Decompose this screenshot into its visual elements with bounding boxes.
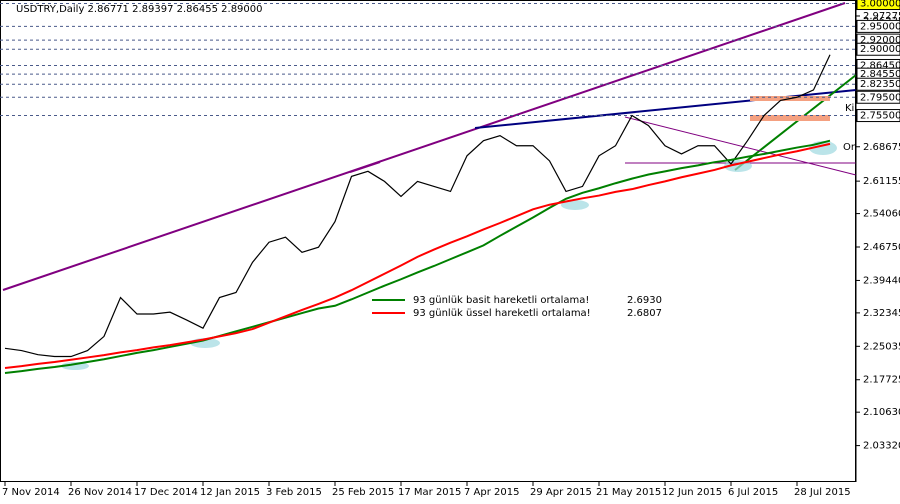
highlight [61, 362, 89, 370]
x-tick-label: 28 Jul 2015 [794, 487, 851, 498]
annotation: Or [843, 142, 856, 153]
y-tick-label: 2.61155 [863, 176, 900, 187]
y-tick-label: 2.97275 [863, 11, 900, 22]
x-tick-label: 26 Nov 2014 [68, 487, 132, 498]
level-label: 2.75500 [860, 111, 900, 122]
y-tick-label: 2.25035 [863, 341, 900, 352]
zone [750, 115, 830, 121]
trend-line [624, 116, 857, 176]
x-tick-label: 7 Apr 2015 [464, 487, 519, 498]
annotation: Ki [845, 103, 854, 114]
x-tick-label: 21 May 2015 [596, 487, 661, 498]
x-tick-label: 17 Dec 2014 [134, 487, 198, 498]
level-box [856, 77, 900, 91]
x-tick-label: 29 Apr 2015 [530, 487, 592, 498]
x-tick-label: 25 Feb 2015 [332, 487, 394, 498]
chart-title: USDTRY,Daily 2.86771 2.89397 2.86455 2.8… [16, 4, 263, 15]
channel-line [2, 2, 846, 291]
y-tick-label: 2.03320 [863, 441, 900, 452]
level-box [856, 90, 900, 104]
y-tick-label: 2.17725 [863, 375, 900, 386]
series-line [4, 139, 831, 374]
legend-value: 2.6930 [627, 295, 662, 306]
y-tick-label: 2.10630 [863, 407, 900, 418]
y-tick-label: 2.32345 [863, 308, 900, 319]
y-tick-label: 2.68675 [863, 142, 900, 153]
x-tick-label: 7 Nov 2014 [2, 487, 60, 498]
legend-label: 93 günlük üssel hareketli ortalama! [413, 308, 591, 319]
level-box [856, 19, 900, 33]
level-label: 2.90000 [860, 44, 900, 55]
level-label: 3.00000 [860, 0, 900, 10]
y-tick-label: 2.54060 [863, 209, 900, 220]
y-tick-label: 2.39440 [863, 275, 900, 286]
x-tick-label: 12 Jun 2015 [662, 487, 722, 498]
level-label: 2.82350 [860, 79, 900, 90]
level-box [856, 109, 900, 123]
x-tick-label: 6 Jul 2015 [728, 487, 778, 498]
legend-label: 93 günlük basit hareketli ortalama! [413, 295, 589, 306]
level-label: 2.95000 [860, 21, 900, 32]
level-box [856, 42, 900, 56]
level-label: 2.84550 [860, 69, 900, 80]
plot-frame [0, 0, 856, 482]
trend-line [734, 74, 857, 171]
legend-value: 2.6807 [627, 308, 662, 319]
level-label: 2.92000 [860, 35, 900, 46]
y-tick-label: 2.46750 [863, 242, 900, 253]
series-line [4, 142, 831, 369]
x-tick-label: 3 Feb 2015 [266, 487, 322, 498]
x-tick-label: 17 Mar 2015 [398, 487, 461, 498]
channel-line [349, 161, 381, 173]
x-tick-label: 12 Jan 2015 [200, 487, 260, 498]
level-label: 2.86450 [860, 60, 900, 71]
level-box [856, 0, 900, 11]
highlight [561, 200, 589, 210]
level-label: 2.79500 [860, 92, 900, 103]
series-line [4, 54, 831, 358]
